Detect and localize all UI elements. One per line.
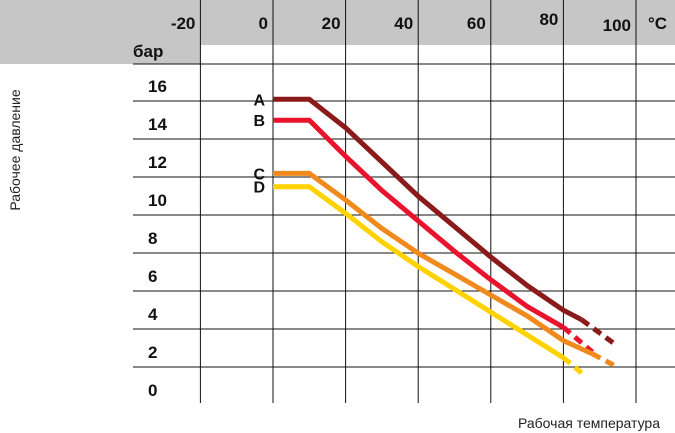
series-label-d: D: [253, 180, 265, 197]
y-tick-label: 12: [148, 153, 167, 172]
x-tick-label: -20: [171, 14, 196, 33]
y-unit-label: бар: [133, 42, 163, 61]
y-tick-label: 8: [148, 229, 157, 248]
x-tick-label: 40: [394, 14, 413, 33]
x-unit-label: °C: [648, 14, 667, 33]
series-dashed-a: [580, 317, 620, 349]
y-tick-label: 0: [148, 381, 157, 400]
x-tick-label: 20: [322, 14, 341, 33]
series-line-b: [273, 117, 565, 330]
series-label-b: B: [253, 113, 265, 130]
y-tick-label: 2: [148, 343, 157, 362]
x-tick-label: 60: [467, 14, 486, 33]
x-axis-title: Рабочая температура: [518, 415, 660, 431]
series-dashed-d: [561, 355, 584, 375]
y-tick-label: 6: [148, 267, 157, 286]
series-label-a: A: [253, 92, 265, 109]
series-labels: AB CD: [253, 92, 265, 196]
series-dashed-b: [561, 325, 595, 354]
y-axis-title: Рабочее давление: [7, 89, 23, 210]
y-tick-label: 14: [148, 115, 167, 134]
left-axis-band: [0, 0, 200, 64]
series-label-c: C: [253, 166, 265, 183]
series-dashed-c: [591, 351, 620, 370]
series-line-c: [273, 170, 594, 357]
series-line-d: [273, 184, 565, 360]
y-tick-label: 10: [148, 191, 167, 210]
series-lines: [273, 96, 620, 375]
x-tick-label: 80: [539, 10, 558, 29]
y-tick-label: 4: [148, 305, 158, 324]
series-line-a: [273, 96, 583, 322]
grid-lines: [133, 0, 675, 403]
x-tick-label: 0: [259, 14, 268, 33]
y-tick-label: 16: [148, 77, 167, 96]
y-tick-labels: 16 14 12 10 8 6 4 2 0: [148, 77, 167, 400]
x-tick-label: 100: [603, 16, 631, 35]
x-tick-labels: -20 0 20 40 60 80 100: [171, 10, 631, 35]
